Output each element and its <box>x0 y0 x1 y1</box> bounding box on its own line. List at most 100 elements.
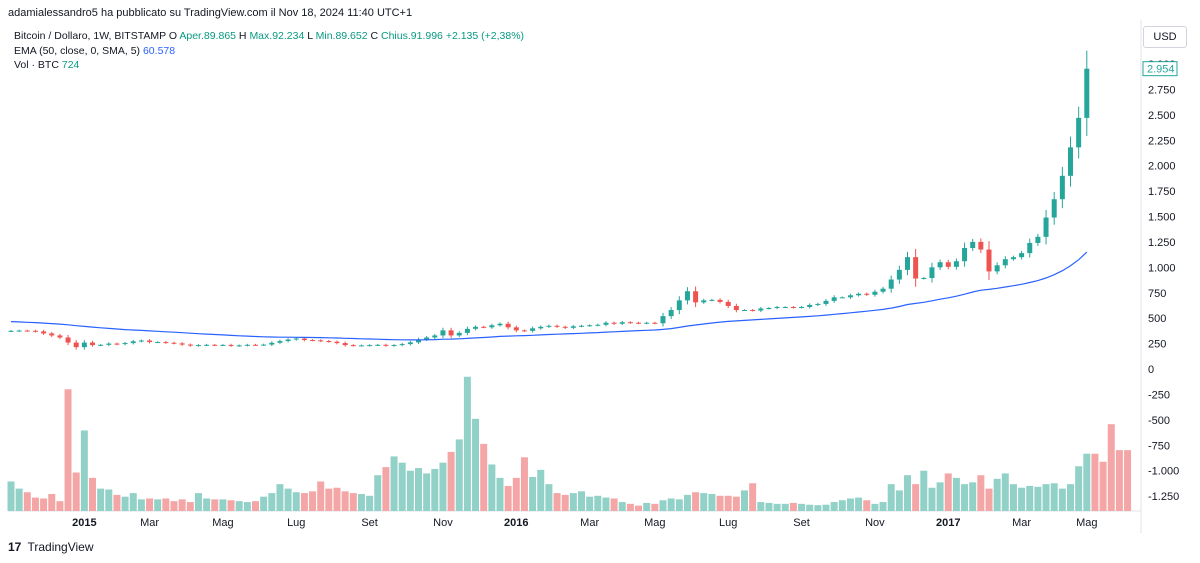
candle-body <box>742 310 747 312</box>
time-tick-label: Mar <box>580 517 599 529</box>
volume-bar <box>1099 461 1107 511</box>
candle-body <box>505 323 511 328</box>
volume-bar <box>969 482 977 511</box>
candle-body <box>701 300 707 303</box>
candle-body <box>570 326 576 328</box>
volume-bar <box>398 462 406 511</box>
last-price-marker: 2.954 <box>1142 61 1178 77</box>
price-axis[interactable]: 3.0002.7502.5002.2502.0001.7501.5001.250… <box>1148 59 1179 503</box>
candle-body <box>1068 147 1073 176</box>
time-tick-label: Mar <box>140 517 159 529</box>
volume-bar <box>284 488 292 511</box>
price-tick-label: 750 <box>1148 288 1166 300</box>
volume-bar <box>194 493 202 511</box>
candle-body <box>1076 117 1082 148</box>
volume-bar <box>1075 466 1083 511</box>
price-tick-label: 250 <box>1148 339 1166 351</box>
volume-bar <box>357 493 365 511</box>
volume-bar <box>708 493 716 511</box>
volume-bar <box>512 477 520 511</box>
candle-body <box>872 291 878 295</box>
low-value: Min.89.652 <box>315 30 368 42</box>
candle-body <box>603 322 609 325</box>
candle-body <box>994 265 1000 272</box>
candle-body <box>619 322 625 324</box>
candle-body <box>1051 199 1057 218</box>
volume-bar <box>798 503 806 511</box>
ema-row: EMA (50, close, 0, SMA, 5) 60.578 <box>14 44 524 59</box>
time-tick-label: Mag <box>212 517 233 529</box>
volume-bar <box>1042 484 1050 511</box>
volume-bar <box>300 493 308 511</box>
volume-bar <box>374 475 382 511</box>
candle-body <box>880 288 886 292</box>
candle-body <box>937 262 943 268</box>
candle-body <box>750 310 756 312</box>
candle-body <box>391 345 397 347</box>
volume-bar <box>692 492 700 511</box>
volume-bar <box>814 505 822 511</box>
volume-bar <box>667 498 675 511</box>
candle-body <box>253 344 258 346</box>
candle-body <box>73 342 79 348</box>
volume-bar <box>162 498 170 511</box>
close-letter: C <box>370 30 379 42</box>
volume-bar <box>773 503 781 511</box>
volume-bar <box>423 473 431 511</box>
volume-bar <box>56 501 64 511</box>
volume-bar <box>154 499 162 511</box>
candle-body <box>318 340 324 342</box>
price-tick-label: -750 <box>1148 440 1170 452</box>
ema-value: 60.578 <box>142 44 176 57</box>
volume-label[interactable]: Vol · BTC <box>14 59 59 71</box>
candle-body <box>611 322 617 324</box>
candle-body <box>554 325 560 327</box>
last-price-label: 2.954 <box>1147 64 1175 76</box>
candle-body <box>138 340 144 342</box>
time-axis[interactable]: 2015 Mar Mag Lug Set Nov 2016 Mar Mag Lug Set Nov 20… <box>72 517 1097 529</box>
volume-bar <box>879 502 887 511</box>
candle-body <box>497 323 503 326</box>
volume-bar <box>675 499 683 511</box>
volume-bar <box>822 504 830 511</box>
volume-bar <box>789 502 797 511</box>
volume-bar <box>1009 484 1017 511</box>
candle-body <box>261 344 267 346</box>
candle-body <box>766 308 772 309</box>
candle-body <box>171 342 177 344</box>
candle-body <box>456 332 462 336</box>
volume-bar <box>887 484 895 511</box>
candle-body <box>856 293 862 296</box>
currency-button[interactable]: USD <box>1143 26 1187 48</box>
volume-bar <box>129 493 137 511</box>
candle-body <box>375 344 381 346</box>
volume-bar <box>561 494 569 511</box>
candle-body <box>81 342 87 348</box>
volume-bar <box>1115 450 1123 511</box>
candle-body <box>538 326 544 329</box>
symbol-label[interactable]: Bitcoin / Dollaro, 1W, BITSTAMP <box>14 30 166 42</box>
candle-body <box>90 342 95 346</box>
candle-body <box>668 310 674 317</box>
volume-bar <box>1107 424 1115 511</box>
candle-body <box>562 326 568 328</box>
tradingview-logo-icon: 17 <box>8 540 22 554</box>
ema-label[interactable]: EMA (50, close, 0, SMA, 5) <box>14 44 141 57</box>
volume-bar <box>64 389 72 511</box>
candle-body <box>1010 257 1016 260</box>
volume-bar <box>48 493 56 511</box>
price-tick-label: 1.250 <box>1148 237 1176 249</box>
volume-bar <box>944 473 952 511</box>
volume-bar <box>741 490 748 511</box>
candle-body <box>57 335 63 338</box>
candle-body <box>16 330 22 332</box>
price-tick-label: 2.500 <box>1148 110 1176 122</box>
volume-bar <box>895 490 903 511</box>
volume-bar <box>333 487 341 511</box>
candle-body <box>521 330 527 332</box>
candle-body <box>24 330 30 332</box>
volume-bar <box>1001 473 1009 511</box>
candle-body <box>660 316 666 324</box>
volume-bar <box>529 476 537 511</box>
